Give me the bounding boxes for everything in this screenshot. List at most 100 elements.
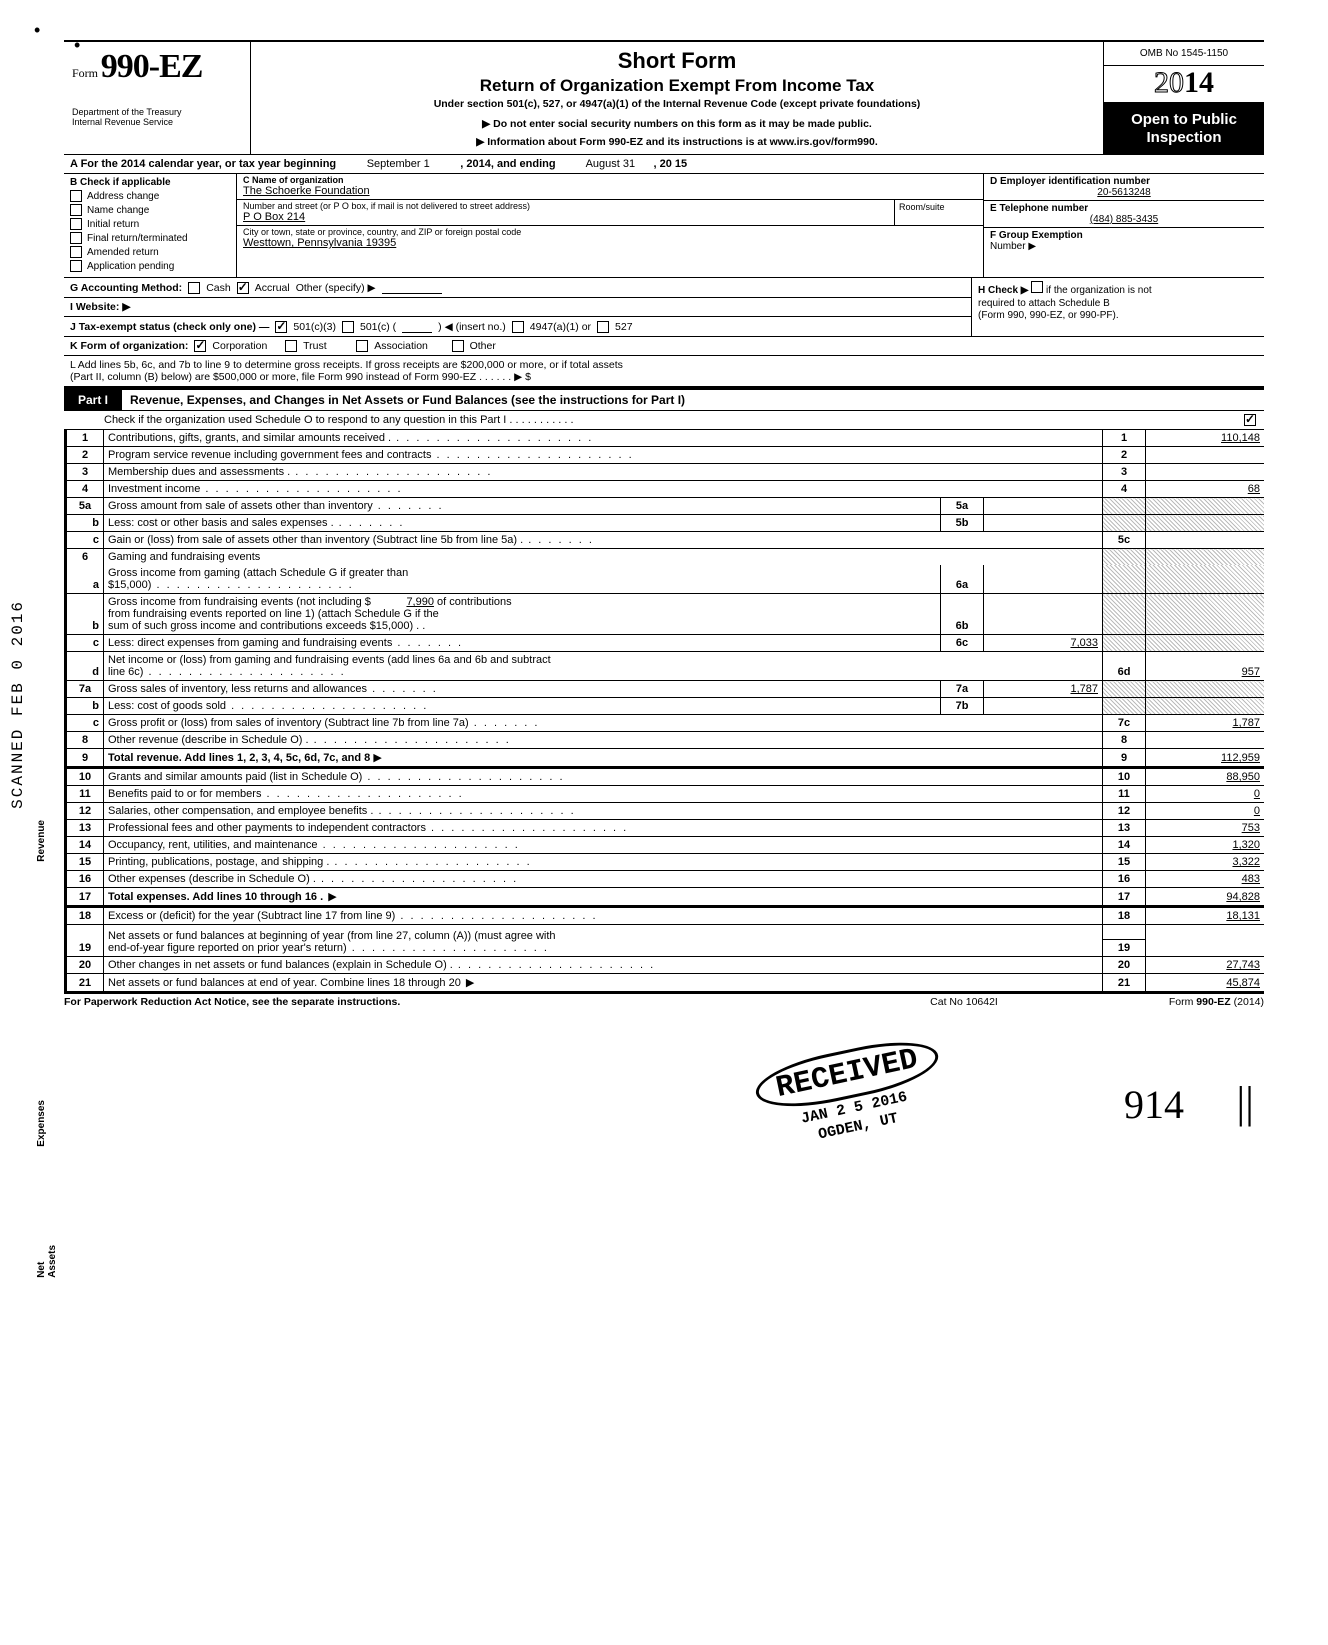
footer-form-prefix: Form xyxy=(1169,996,1196,1008)
title-under: Under section 501(c), 527, or 4947(a)(1)… xyxy=(261,98,1093,110)
form-page: • • SCANNED FEB 0 2016 Revenue Expenses … xyxy=(64,40,1264,1008)
year-prefix: 20 xyxy=(1154,66,1184,99)
line-num: 6 xyxy=(66,549,104,566)
line-val xyxy=(1146,925,1265,957)
h-text4: (Form 990, 990-EZ, or 990-PF). xyxy=(978,310,1119,321)
line-val: 110,148 xyxy=(1146,430,1265,447)
checkbox-cash-icon[interactable] xyxy=(188,282,200,294)
k-other: Other xyxy=(470,340,496,352)
checkbox-other-icon[interactable] xyxy=(452,340,464,352)
l-line1: L Add lines 5b, 6c, and 7b to line 9 to … xyxy=(70,359,1258,371)
checkbox-h-icon[interactable] xyxy=(1031,281,1043,293)
line-7b: b Less: cost of goods sold 7b xyxy=(66,698,1265,715)
l6a-d1: Gross income from gaming (attach Schedul… xyxy=(108,567,408,579)
chk-final-return[interactable]: Final return/terminated xyxy=(70,232,230,244)
g-label: G Accounting Method: xyxy=(70,282,182,294)
line-5b: b Less: cost or other basis and sales ex… xyxy=(66,515,1265,532)
line-11: 11Benefits paid to or for members110 xyxy=(66,786,1265,803)
line-val: 483 xyxy=(1146,871,1265,888)
line-box: 11 xyxy=(1103,786,1146,803)
line-desc: Occupancy, rent, utilities, and maintena… xyxy=(104,837,1103,854)
checkbox-527-icon[interactable] xyxy=(597,321,609,333)
line-box: 2 xyxy=(1103,447,1146,464)
scan-artifact: • xyxy=(74,35,80,56)
line-10: 10Grants and similar amounts paid (list … xyxy=(66,768,1265,786)
chk-label: Initial return xyxy=(87,219,139,230)
checkbox-501c-icon[interactable] xyxy=(342,321,354,333)
line-val: 112,959 xyxy=(1146,749,1265,768)
g-other-blank[interactable] xyxy=(382,281,442,294)
checkbox-trust-icon[interactable] xyxy=(285,340,297,352)
shade-cell xyxy=(1103,635,1146,652)
checkbox-corp-icon[interactable] xyxy=(194,340,206,352)
line-val: 88,950 xyxy=(1146,768,1265,786)
line-15: 15Printing, publications, postage, and s… xyxy=(66,854,1265,871)
line-desc: Less: cost of goods sold xyxy=(104,698,941,715)
line-desc: Other revenue (describe in Schedule O) . xyxy=(104,732,1103,749)
line-val: 68 xyxy=(1146,481,1265,498)
inner-val xyxy=(984,515,1103,532)
j-label: J Tax-exempt status (check only one) — xyxy=(70,321,269,333)
line-4: 4 Investment income 4 68 xyxy=(66,481,1265,498)
line-17: 17 Total expenses. Add lines 10 through … xyxy=(66,888,1265,907)
shade-cell xyxy=(1146,498,1265,515)
part-i-title: Revenue, Expenses, and Changes in Net As… xyxy=(122,390,1264,410)
g-opt-cash: Cash xyxy=(206,282,231,294)
title-main: Short Form xyxy=(261,48,1093,74)
shade-cell xyxy=(1103,549,1146,566)
rows-g-to-j: G Accounting Method: Cash Accrual Other … xyxy=(64,278,1264,337)
shade-cell xyxy=(1103,681,1146,698)
page-footer: For Paperwork Reduction Act Notice, see … xyxy=(64,994,1264,1008)
chk-initial-return[interactable]: Initial return xyxy=(70,218,230,230)
group-exemption-row: F Group Exemption Number ▶ xyxy=(984,228,1264,277)
line-num: c xyxy=(66,532,104,549)
line-box: 13 xyxy=(1103,820,1146,837)
inner-val xyxy=(984,498,1103,515)
ein-value: 20-5613248 xyxy=(990,187,1258,198)
line-desc: Other changes in net assets or fund bala… xyxy=(104,957,1103,974)
chk-name-change[interactable]: Name change xyxy=(70,204,230,216)
h-text2: if the organization is not xyxy=(1046,285,1152,296)
chk-application-pending[interactable]: Application pending xyxy=(70,260,230,272)
line-box: 20 xyxy=(1103,957,1146,974)
checkbox-assoc-icon[interactable] xyxy=(356,340,368,352)
line-desc: Salaries, other compensation, and employ… xyxy=(104,803,1103,820)
inner-box: 7a xyxy=(941,681,984,698)
line-num: 20 xyxy=(66,957,104,974)
col-h: H Check ▶ if the organization is not req… xyxy=(971,278,1264,336)
line-num: 15 xyxy=(66,854,104,871)
chk-amended-return[interactable]: Amended return xyxy=(70,246,230,258)
footer-right: Form 990-EZ (2014) xyxy=(1064,996,1264,1008)
street: P O Box 214 xyxy=(237,211,894,225)
scanned-stamp: SCANNED FEB 0 2016 xyxy=(9,600,27,809)
line-num: 14 xyxy=(66,837,104,854)
h-text3: required to attach Schedule B xyxy=(978,298,1110,309)
org-name-row: C Name of organization The Schoerke Foun… xyxy=(237,174,983,200)
k-trust: Trust xyxy=(303,340,327,352)
k-assoc: Association xyxy=(374,340,428,352)
city: Westtown, Pennsylvania 19395 xyxy=(237,237,983,251)
j-insert-blank[interactable] xyxy=(402,320,432,333)
inner-val xyxy=(984,698,1103,715)
l6b-amt: 7,990 xyxy=(374,596,434,608)
checkbox-4947-icon[interactable] xyxy=(512,321,524,333)
line-num: 21 xyxy=(66,974,104,993)
line-desc: Total revenue. Add lines 1, 2, 3, 4, 5c,… xyxy=(104,749,1103,768)
l19-d2: end-of-year figure reported on prior yea… xyxy=(108,942,549,954)
checkbox-accrual-icon[interactable] xyxy=(237,282,249,294)
line-desc: Printing, publications, postage, and shi… xyxy=(104,854,1103,871)
checkbox-501c3-icon[interactable] xyxy=(275,321,287,333)
line-12: 12Salaries, other compensation, and empl… xyxy=(66,803,1265,820)
line-val: 957 xyxy=(1146,652,1265,681)
line-box: 7c xyxy=(1103,715,1146,732)
city-row: City or town, state or province, country… xyxy=(237,226,983,251)
open-line1: Open to Public xyxy=(1104,111,1264,128)
checkbox-schedule-o-icon[interactable] xyxy=(1244,414,1256,426)
line-box: 17 xyxy=(1103,888,1146,907)
chk-label: Amended return xyxy=(87,247,159,258)
chk-address-change[interactable]: Address change xyxy=(70,190,230,202)
title-info: ▶ Information about Form 990-EZ and its … xyxy=(261,136,1093,148)
line-val: 27,743 xyxy=(1146,957,1265,974)
stamp-location: OGDEN, UT xyxy=(765,1099,951,1154)
line-num: b xyxy=(66,515,104,532)
